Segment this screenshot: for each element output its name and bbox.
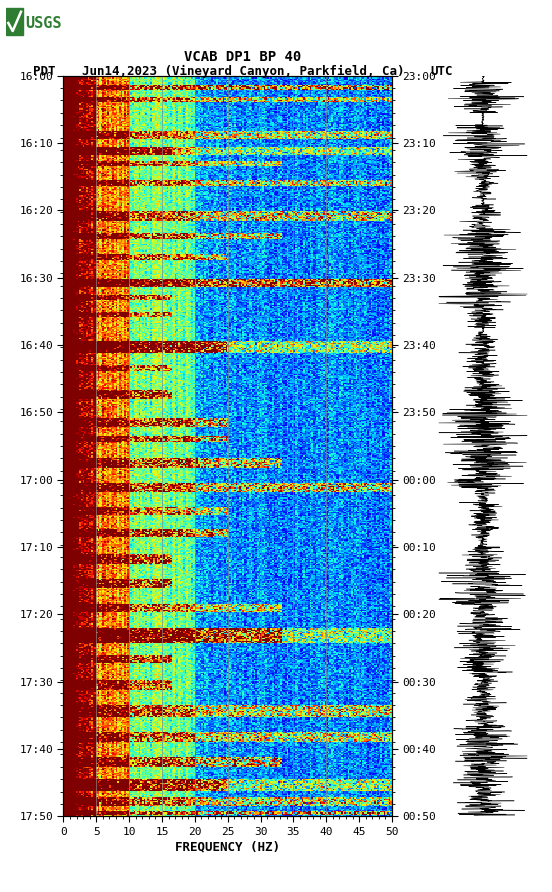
Text: VCAB DP1 BP 40: VCAB DP1 BP 40 [184,50,301,63]
Text: USGS: USGS [25,15,62,30]
Text: PDT: PDT [33,65,56,78]
Text: UTC: UTC [431,65,453,78]
X-axis label: FREQUENCY (HZ): FREQUENCY (HZ) [175,841,280,854]
Text: Jun14,2023 (Vineyard Canyon, Parkfield, Ca): Jun14,2023 (Vineyard Canyon, Parkfield, … [82,65,404,78]
Bar [6,8,23,35]
